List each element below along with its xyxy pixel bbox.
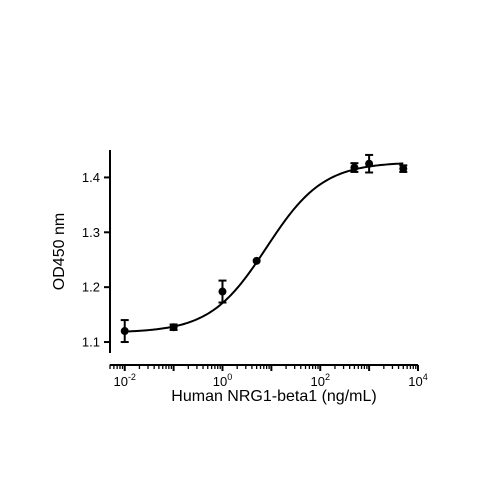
data-point <box>399 164 408 173</box>
y-axis-label: OD450 nm <box>51 213 68 290</box>
data-points-layer <box>120 153 408 344</box>
fit-curve-layer <box>124 162 404 333</box>
fit-curve <box>124 162 404 333</box>
y-tick-label: 1.4 <box>82 170 100 185</box>
data-point <box>120 327 129 336</box>
data-point <box>169 323 178 332</box>
x-axis-label: Human NRG1-beta1 (ng/mL) <box>171 388 376 405</box>
axes: 1.1 1.2 1.3 1.4 10-2 100 102 104 <box>82 150 428 389</box>
data-point <box>218 287 227 296</box>
x-tick-label: 10-2 <box>113 372 135 389</box>
x-tick-label: 102 <box>310 372 329 389</box>
data-point <box>252 256 261 265</box>
y-tick-label: 1.1 <box>82 335 100 350</box>
y-tick-label: 1.2 <box>82 280 100 295</box>
x-tick-label: 100 <box>213 372 232 389</box>
data-point <box>365 159 374 168</box>
y-tick-label: 1.3 <box>82 225 100 240</box>
x-tick-label: 104 <box>408 372 427 389</box>
data-point <box>350 163 359 172</box>
